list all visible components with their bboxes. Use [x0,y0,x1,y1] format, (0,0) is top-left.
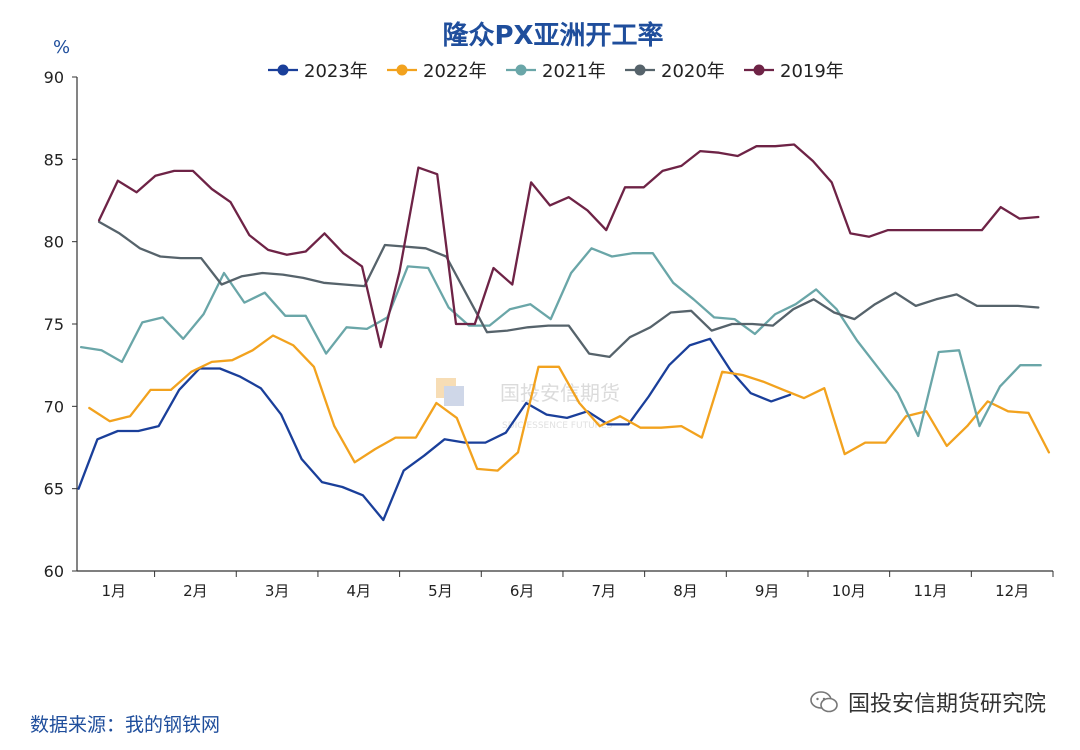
legend-marker [515,64,527,76]
legend-marker [634,64,646,76]
y-tick-label: 80 [44,233,64,252]
x-tick-label: 9月 [755,582,780,600]
publisher-badge: 国投安信期货研究院 [810,686,1046,718]
watermark-subtext: SDIC ESSENCE FUTURES [502,421,613,431]
y-tick-label: 85 [44,150,64,169]
x-tick-label: 12月 [995,582,1029,600]
x-tick-label: 4月 [347,582,372,600]
x-tick-label: 10月 [832,582,866,600]
legend-marker [753,64,765,76]
watermark: 国投安信期货 SDIC ESSENCE FUTURES [436,378,620,431]
legend-marker [396,64,408,76]
x-tick-label: 6月 [510,582,535,600]
axes: 60 65 70 75 80 85 90 1月 2月 3月 4月 5月 6月 7月 8月 9月 10月 11月 12… [44,68,1054,600]
x-tick-label: 7月 [592,582,617,600]
chart-title: 隆众PX亚洲开工率 [442,20,663,51]
series-line-1 [88,334,1051,472]
x-tick-label: 5月 [428,582,453,600]
series-line-0 [77,337,792,522]
y-tick-label: 75 [44,315,64,334]
publisher-name: 国投安信期货研究院 [847,692,1046,717]
series-line-2 [79,247,1042,438]
legend: 2023年 2022年 2021年 2020年 2019年 [268,61,844,82]
y-tick-label: 90 [44,68,64,87]
legend-label: 2022年 [423,61,487,82]
data-source-note: 数据来源：我的钢铁网 [30,714,221,736]
y-tick-label: 60 [44,562,64,581]
legend-label: 2021年 [542,61,606,82]
series-line-4 [97,143,1040,349]
legend-marker [277,64,289,76]
x-tick-label: 8月 [673,582,698,600]
x-tick-label: 2月 [183,582,208,600]
watermark-logo-shadow [444,386,464,406]
legend-label: 2023年 [304,61,368,82]
y-tick-label: 70 [44,397,64,416]
x-tick-label: 1月 [101,582,126,600]
legend-label: 2019年 [780,61,844,82]
wechat-icon [810,691,838,713]
watermark-text: 国投安信期货 [500,381,620,405]
series-line-3 [97,220,1040,359]
x-tick-label: 3月 [265,582,290,600]
x-tick-label: 11月 [913,582,947,600]
legend-label: 2020年 [661,61,725,82]
y-unit-label: % [53,37,70,58]
y-tick-label: 65 [44,480,64,499]
series-layer [77,143,1051,522]
